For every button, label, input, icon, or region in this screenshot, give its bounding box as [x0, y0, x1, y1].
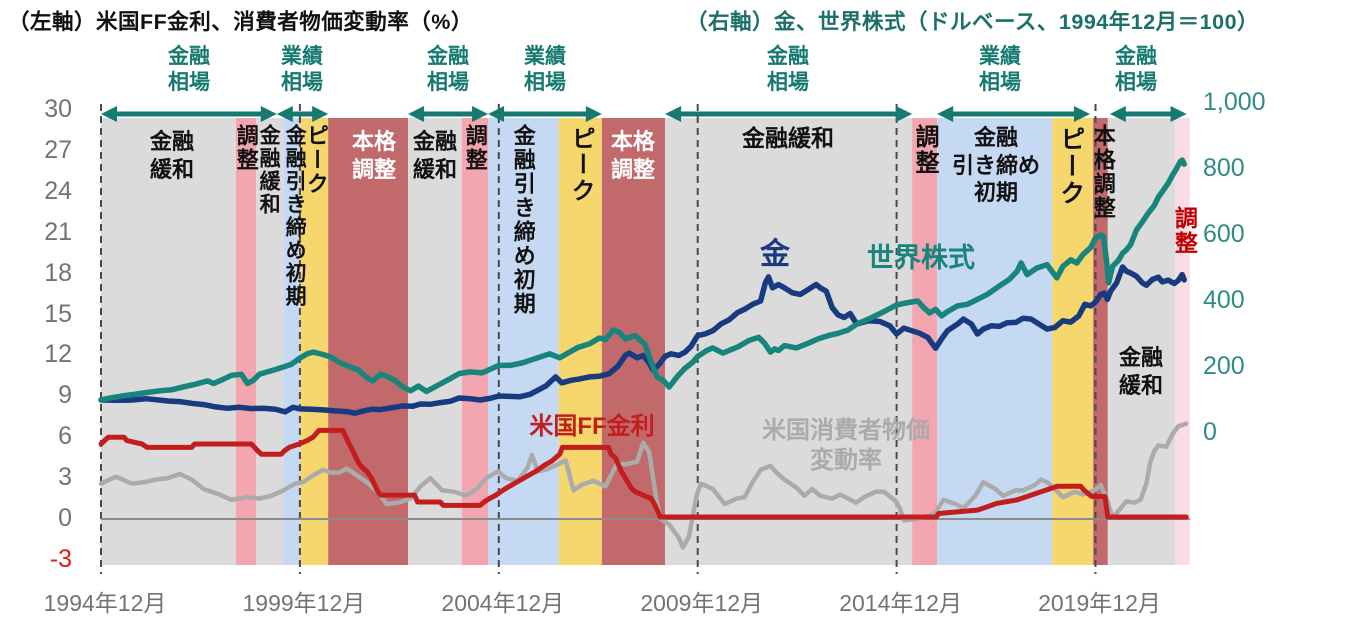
left-axis-tick-21: 21 — [44, 217, 72, 246]
band-label-adjust-3: 調整 — [911, 124, 938, 176]
cycle-arrow-left-head-0 — [101, 106, 117, 122]
cycle-arrow-right-head-3 — [585, 106, 602, 122]
x-axis-tick-5: 2019年12月 — [1038, 590, 1161, 616]
cycle-arrow-left-head-3 — [488, 106, 505, 122]
band-label-easing-4: 金融緩和 — [742, 125, 834, 151]
left-axis-tick-27: 27 — [44, 135, 72, 164]
left-axis-tick-24: 24 — [44, 176, 72, 205]
left-axis-tick-6: 6 — [58, 422, 72, 451]
cycle-arrow-right-head-1 — [312, 106, 329, 122]
x-axis-tick-2: 2004年12月 — [441, 590, 565, 616]
band-label-tightening-3: 金融 引き締め 初期 — [951, 125, 1041, 205]
cycle-arrow-left-head-4 — [665, 106, 682, 122]
left-axis-title: （左軸）米国FF金利、消費者物価変動率（%） — [8, 10, 473, 34]
world-stocks-series-label: 世界株式 — [867, 243, 975, 273]
phase-band-4 — [299, 118, 329, 565]
series-line-世界株式 — [98, 157, 1187, 403]
phase-band-11 — [665, 118, 913, 565]
band-label-fulladjust-2: 本格 調整 — [610, 129, 656, 182]
x-axis-tick-4: 2014年12月 — [839, 590, 962, 616]
cycle-arrow-right-head-5 — [1073, 106, 1090, 122]
band-label-tightening-2: 金融引き締め初期 — [510, 124, 536, 316]
series-line-米国消費者物価変動率 — [98, 421, 1189, 550]
right-axis-tick-800: 800 — [1203, 154, 1245, 182]
x-axis-tick-1: 1999年12月 — [242, 590, 366, 616]
band-label-tightening-1: 金融引き締め初期 — [283, 124, 307, 308]
left-axis-tick-30: 30 — [44, 95, 72, 123]
phase-band-0 — [101, 118, 236, 565]
left-axis-tick-12: 12 — [44, 340, 72, 369]
cycle-phase-label-0: 金融 相場 — [168, 45, 210, 94]
band-label-fulladjust-3: 本格調整 — [1090, 124, 1116, 220]
band-label-adjust-2: 調整 — [462, 124, 488, 172]
cycle-phase-label-1: 業績 相場 — [281, 45, 323, 94]
band-label-easing-3: 金融 緩和 — [412, 129, 458, 182]
right-axis-tick-0: 0 — [1203, 418, 1217, 446]
band-label-peak-2: ピーク — [567, 126, 594, 204]
band-label-adjust-4: 調整 — [1171, 206, 1198, 256]
band-label-adjust-1: 調整 — [233, 124, 259, 172]
cycle-phase-label-3: 業績 相場 — [524, 45, 566, 94]
band-label-peak-3: ピーク — [1056, 126, 1085, 207]
cycle-phase-label-2: 金融 相場 — [427, 45, 469, 94]
phase-band-3 — [283, 118, 300, 565]
band-label-easing-5: 金融 緩和 — [1118, 345, 1164, 398]
cycle-arrow-right-head-2 — [472, 106, 489, 122]
left-axis-tick--3: -3 — [49, 544, 72, 573]
gold-series-label: 金 — [760, 238, 790, 271]
cycle-arrow-right-head-0 — [260, 106, 277, 122]
cycle-arrow-left-head-6 — [1109, 106, 1126, 122]
series-line-金 — [98, 264, 1187, 416]
cycle-phase-label-6: 金融 相場 — [1115, 45, 1157, 94]
cycle-arrow-left-head-1 — [276, 106, 293, 122]
phase-band-1 — [235, 118, 257, 565]
band-label-easing-2: 金融緩和 — [257, 124, 281, 216]
x-axis-tick-3: 2009年12月 — [640, 590, 764, 616]
cycle-phase-label-5: 業績 相場 — [979, 45, 1021, 94]
ff-rate-series-label: 米国FF金利 — [529, 413, 655, 440]
right-axis-tick-1,000: 1,000 — [1203, 88, 1266, 116]
cycle-arrow-left-head-5 — [937, 106, 954, 122]
cycle-phase-label-4: 金融 相場 — [767, 45, 809, 94]
band-label-fulladjust-1: 本格 調整 — [351, 129, 397, 182]
series-line-米国FF金利 — [98, 427, 1189, 520]
left-axis-tick-18: 18 — [44, 258, 72, 287]
left-axis-tick-3: 3 — [58, 463, 72, 492]
phase-band-15 — [1093, 118, 1108, 565]
phase-band-17 — [1175, 118, 1190, 565]
right-axis-tick-400: 400 — [1203, 286, 1245, 314]
left-axis-tick-9: 9 — [58, 381, 72, 410]
cpi-series-label: 米国消費者物価 変動率 — [762, 417, 930, 474]
right-axis-title: （右軸）金、世界株式（ドルベース、1994年12月＝100） — [686, 10, 1260, 34]
band-label-peak-1: ピーク — [303, 124, 329, 196]
left-axis-tick-15: 15 — [44, 299, 72, 328]
cycle-arrow-right-head-6 — [1170, 106, 1187, 122]
left-axis-tick-0: 0 — [58, 504, 72, 532]
cycle-arrow-left-head-2 — [408, 106, 425, 122]
band-label-easing-1: 金融 緩和 — [149, 129, 195, 182]
right-axis-tick-600: 600 — [1203, 220, 1245, 248]
cycle-arrow-right-head-4 — [896, 106, 913, 122]
right-axis-tick-200: 200 — [1203, 352, 1245, 380]
x-axis-tick-0: 1994年12月 — [43, 590, 167, 616]
phase-band-5 — [328, 118, 409, 565]
